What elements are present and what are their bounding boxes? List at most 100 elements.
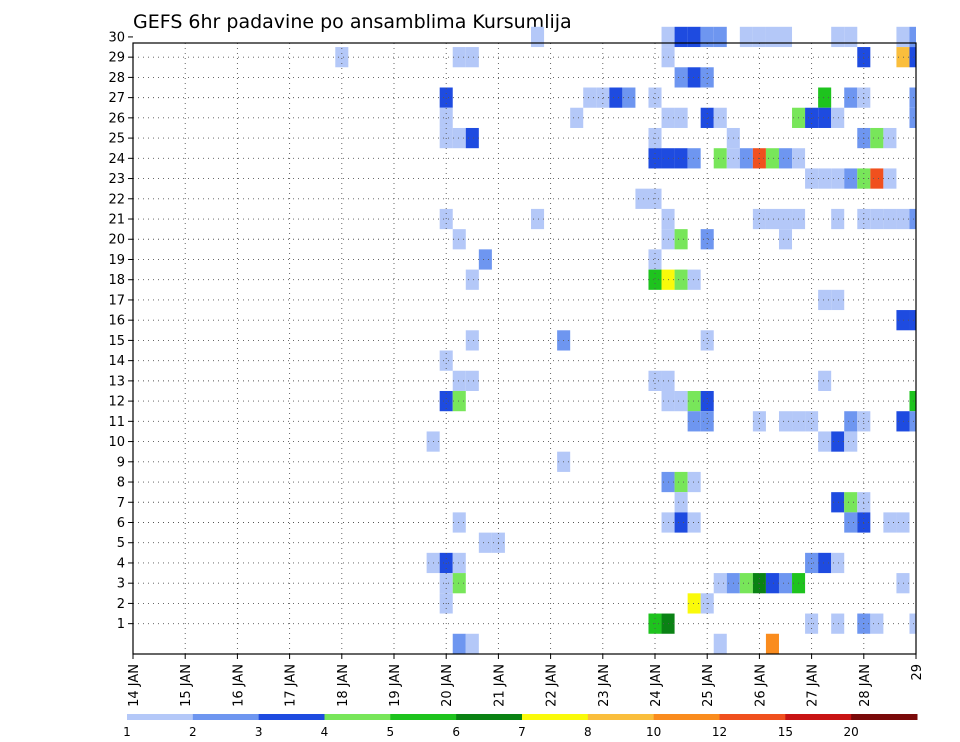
heatmap-cells [335, 26, 916, 654]
heatmap-cell [778, 573, 793, 594]
y-tick-label: 28 [108, 71, 125, 86]
y-tick-label: 9 [117, 455, 125, 470]
heatmap-cell [778, 229, 793, 250]
y-tick-label: 7 [117, 496, 125, 511]
heatmap-cell [896, 573, 910, 594]
heatmap-cell [713, 107, 727, 128]
y-tick-label: 14 [108, 354, 125, 369]
heatmap-cell [831, 168, 845, 189]
heatmap-cell [439, 208, 453, 230]
heatmap-cell [674, 67, 688, 88]
heatmap-cell [713, 26, 727, 48]
heatmap-cell [765, 148, 779, 169]
heatmap-cell [452, 512, 466, 533]
plot-frame [132, 42, 917, 655]
x-tick-label: 18 JAN [336, 664, 351, 707]
x-tick-label: 26 JAN [753, 664, 768, 707]
y-tick-label: 22 [108, 192, 125, 207]
heatmap-cell [687, 411, 701, 432]
heatmap-cell [909, 613, 916, 634]
heatmap-cell [909, 411, 916, 432]
y-tick-label: 29 [108, 51, 125, 66]
heatmap-cell [896, 411, 910, 432]
x-tick-label: 29 [910, 664, 925, 681]
heatmap-cell [831, 107, 845, 128]
heatmap-cell [687, 593, 701, 614]
heatmap-cell [674, 390, 688, 412]
heatmap-cell [648, 87, 662, 108]
heatmap-cell [896, 47, 910, 68]
y-tick-label: 19 [108, 253, 125, 268]
y-tick-label: 13 [108, 374, 125, 389]
heatmap-cell [674, 471, 688, 493]
y-tick-label: 3 [117, 577, 125, 592]
color-legend: 1 2 3 4 5 6 7 8 10 12 15 20 [123, 714, 918, 739]
heatmap-cell [674, 512, 688, 533]
heatmap-cell [870, 168, 884, 189]
heatmap-cell [778, 26, 793, 48]
heatmap-cell [765, 26, 779, 48]
heatmap-cell [909, 208, 916, 230]
legend-swatch [719, 714, 786, 720]
heatmap-cell [752, 26, 766, 48]
heatmap-cell [648, 249, 662, 270]
heatmap-cell [700, 330, 714, 351]
heatmap-cell [713, 633, 727, 654]
heatmap-cell [844, 168, 858, 189]
heatmap-cell [818, 289, 832, 311]
chart-title: GEFS 6hr padavine po ansamblima Kursumli… [133, 11, 572, 33]
heatmap-cell [687, 471, 701, 493]
legend-swatch [127, 714, 194, 720]
heatmap-cell [674, 269, 688, 290]
legend-label: 3 [255, 725, 263, 739]
heatmap-cell [439, 87, 453, 108]
heatmap-cell [909, 87, 916, 108]
heatmap-cell [831, 492, 845, 513]
heatmap-cell [713, 573, 727, 594]
y-tick-label: 24 [108, 152, 125, 167]
y-tick-label: 20 [108, 233, 125, 248]
y-axis-ticks: 1234567891011121314151617181920212223242… [108, 30, 133, 632]
heatmap-cell [778, 208, 793, 230]
gridlines [133, 43, 916, 654]
x-tick-label: 19 JAN [388, 664, 403, 707]
heatmap-cell [870, 613, 884, 634]
heatmap-cell [452, 229, 466, 250]
y-tick-label: 16 [108, 314, 125, 329]
legend-swatch [785, 714, 852, 720]
heatmap-cell [478, 249, 492, 270]
heatmap-cell [648, 370, 662, 391]
heatmap-cell [831, 613, 845, 634]
heatmap-cell [831, 431, 845, 452]
heatmap-cell [465, 330, 479, 351]
heatmap-cell [635, 188, 649, 209]
heatmap-cell [570, 107, 584, 128]
x-tick-label: 28 JAN [858, 664, 873, 707]
x-tick-label: 24 JAN [649, 664, 664, 707]
heatmap-cell [844, 431, 858, 452]
heatmap-cell [896, 26, 910, 48]
heatmap-cell [739, 148, 753, 169]
y-tick-label: 12 [108, 395, 125, 410]
heatmap-cell [831, 208, 845, 230]
heatmap-cell [765, 573, 779, 594]
heatmap-cell [465, 370, 479, 391]
heatmap-cell [439, 350, 453, 371]
heatmap-cell [909, 310, 916, 331]
y-tick-label: 4 [117, 556, 125, 571]
heatmap-cell [439, 390, 453, 412]
heatmap-cell [465, 47, 479, 68]
heatmap-cell [909, 390, 916, 412]
legend-label: 15 [778, 725, 793, 739]
legend-label: 1 [123, 725, 131, 739]
x-tick-label: 21 JAN [492, 664, 507, 707]
heatmap-cell [765, 208, 779, 230]
legend-swatch [258, 714, 325, 720]
x-tick-label: 16 JAN [231, 664, 246, 707]
heatmap-cell [465, 269, 479, 290]
heatmap-cell [531, 26, 545, 48]
heatmap-cell [687, 512, 701, 533]
heatmap-cell [687, 269, 701, 290]
heatmap-cell [609, 87, 623, 108]
heatmap-cell [765, 633, 779, 654]
